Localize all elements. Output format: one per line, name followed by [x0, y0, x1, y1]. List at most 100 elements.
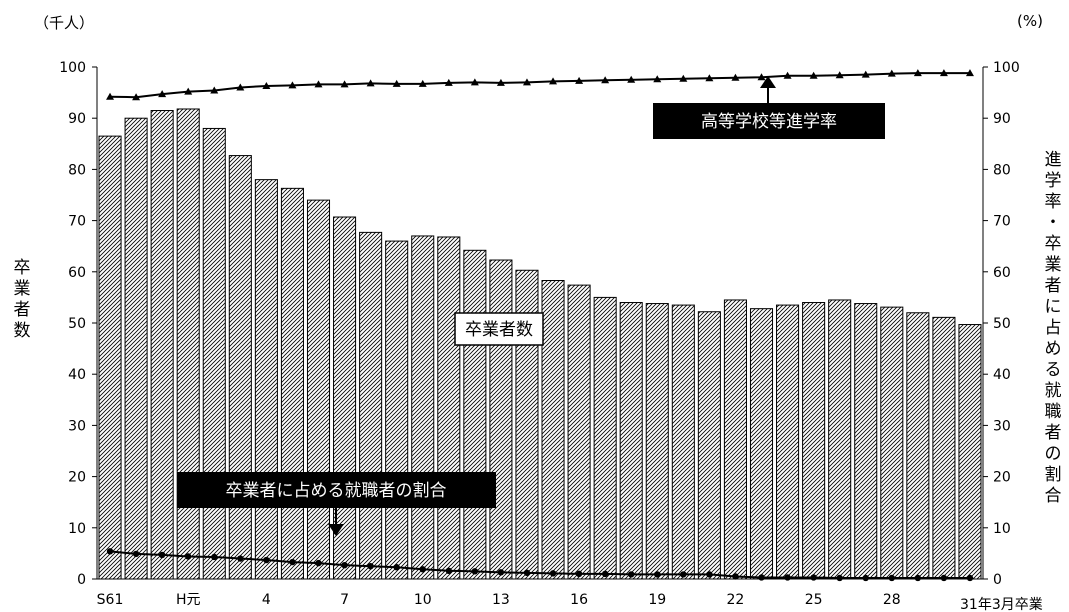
point-enrollment-rate	[679, 74, 688, 82]
point-employment-rate	[732, 573, 739, 580]
point-enrollment-rate	[366, 79, 375, 87]
x-tick-label: 10	[414, 592, 432, 608]
point-enrollment-rate	[809, 71, 818, 79]
point-employment-rate	[497, 569, 505, 576]
point-enrollment-rate	[861, 70, 870, 78]
x-tick-label: 28	[883, 592, 901, 608]
point-enrollment-rate	[731, 73, 740, 81]
right-tick-label: 60	[993, 265, 1011, 281]
bar-graduates	[124, 117, 148, 580]
left-tick-label: 50	[68, 316, 86, 332]
point-enrollment-rate	[887, 69, 896, 77]
x-tick-label: 19	[648, 592, 666, 608]
point-employment-rate	[393, 564, 400, 571]
right-tick-label: 30	[993, 418, 1011, 434]
point-enrollment-rate	[418, 79, 427, 87]
x-tick-label: 22	[727, 592, 745, 608]
point-employment-rate	[106, 548, 114, 555]
point-enrollment-rate	[158, 90, 167, 98]
bar-graduates	[802, 302, 826, 580]
point-employment-rate	[445, 567, 452, 575]
bar-graduates	[359, 231, 383, 580]
point-employment-rate	[549, 570, 557, 577]
point-employment-rate	[237, 555, 244, 562]
point-employment-rate	[575, 570, 583, 578]
bar-graduates	[306, 199, 331, 580]
left-tick-label: 100	[59, 60, 86, 76]
bar-graduates	[880, 306, 904, 580]
point-enrollment-rate	[705, 74, 714, 82]
point-enrollment-rate	[522, 78, 531, 86]
bar-graduates	[228, 155, 252, 580]
point-employment-rate	[940, 574, 948, 582]
point-enrollment-rate	[314, 80, 323, 88]
annotation-box-graduates	[454, 312, 544, 346]
x-tick-label: 31年3月卒業	[960, 597, 1043, 612]
point-enrollment-rate	[236, 83, 245, 91]
right-tick-label: 70	[993, 214, 1011, 230]
point-enrollment-rate	[575, 76, 584, 84]
annotation-box-enrollment	[653, 103, 885, 139]
bar-graduates	[150, 110, 174, 580]
bar-graduates	[489, 259, 513, 580]
point-employment-rate	[132, 550, 140, 558]
annotation-graduates-label: 卒業者数	[465, 320, 533, 340]
point-enrollment-rate	[106, 92, 115, 100]
point-employment-rate	[628, 571, 635, 578]
bar-graduates	[645, 303, 669, 580]
left-tick-label: 40	[68, 367, 86, 383]
annotation-box-employment	[177, 472, 496, 508]
right-axis-label: 進学率・卒業者に占める就職者の割合	[1044, 150, 1062, 506]
point-employment-rate	[341, 561, 348, 569]
line-employment-rate	[109, 550, 970, 579]
point-enrollment-rate	[549, 77, 558, 85]
right-tick-label: 10	[993, 521, 1011, 537]
point-enrollment-rate	[184, 87, 193, 95]
point-employment-rate	[706, 571, 713, 578]
left-tick-label: 70	[68, 214, 86, 230]
point-employment-rate	[289, 558, 296, 566]
annotation-employment-label: 卒業者に占める就職者の割合	[226, 481, 447, 501]
right-tick-label: 20	[993, 470, 1011, 486]
point-employment-rate	[523, 569, 531, 577]
point-employment-rate	[680, 571, 687, 578]
point-enrollment-rate	[965, 69, 974, 77]
bar-graduates	[828, 299, 852, 580]
bar-graduates	[567, 284, 591, 580]
point-employment-rate	[888, 574, 895, 582]
left-tick-label: 0	[77, 572, 86, 588]
right-tick-label: 80	[993, 162, 1011, 178]
x-tick-label: 4	[262, 592, 271, 608]
bar-graduates	[593, 296, 617, 580]
bar-graduates	[932, 316, 956, 580]
point-enrollment-rate	[783, 71, 792, 79]
left-tick-label: 80	[68, 162, 86, 178]
point-enrollment-rate	[757, 73, 766, 81]
point-employment-rate	[263, 556, 270, 564]
arrow-enrollment-head	[760, 76, 776, 88]
bar-graduates	[854, 303, 878, 580]
point-enrollment-rate	[288, 81, 297, 89]
left-axis-label: 卒業者数	[13, 258, 31, 341]
arrow-employment-head	[328, 524, 344, 536]
left-tick-label: 30	[68, 418, 86, 434]
point-employment-rate	[211, 553, 218, 561]
bar-graduates	[958, 324, 982, 580]
point-enrollment-rate	[210, 86, 219, 94]
right-tick-label: 100	[993, 60, 1020, 76]
point-employment-rate	[654, 571, 661, 578]
point-enrollment-rate	[340, 80, 349, 88]
right-tick-label: 90	[993, 111, 1011, 127]
point-enrollment-rate	[601, 76, 610, 84]
point-employment-rate	[966, 574, 974, 582]
point-employment-rate	[419, 566, 426, 573]
right-tick-label: 40	[993, 367, 1011, 383]
bar-graduates	[723, 299, 747, 580]
point-employment-rate	[914, 574, 922, 582]
bar-graduates	[280, 187, 304, 580]
bar-graduates	[749, 308, 774, 580]
bar-graduates	[671, 304, 695, 580]
point-enrollment-rate	[653, 75, 662, 83]
right-tick-label: 50	[993, 316, 1011, 332]
